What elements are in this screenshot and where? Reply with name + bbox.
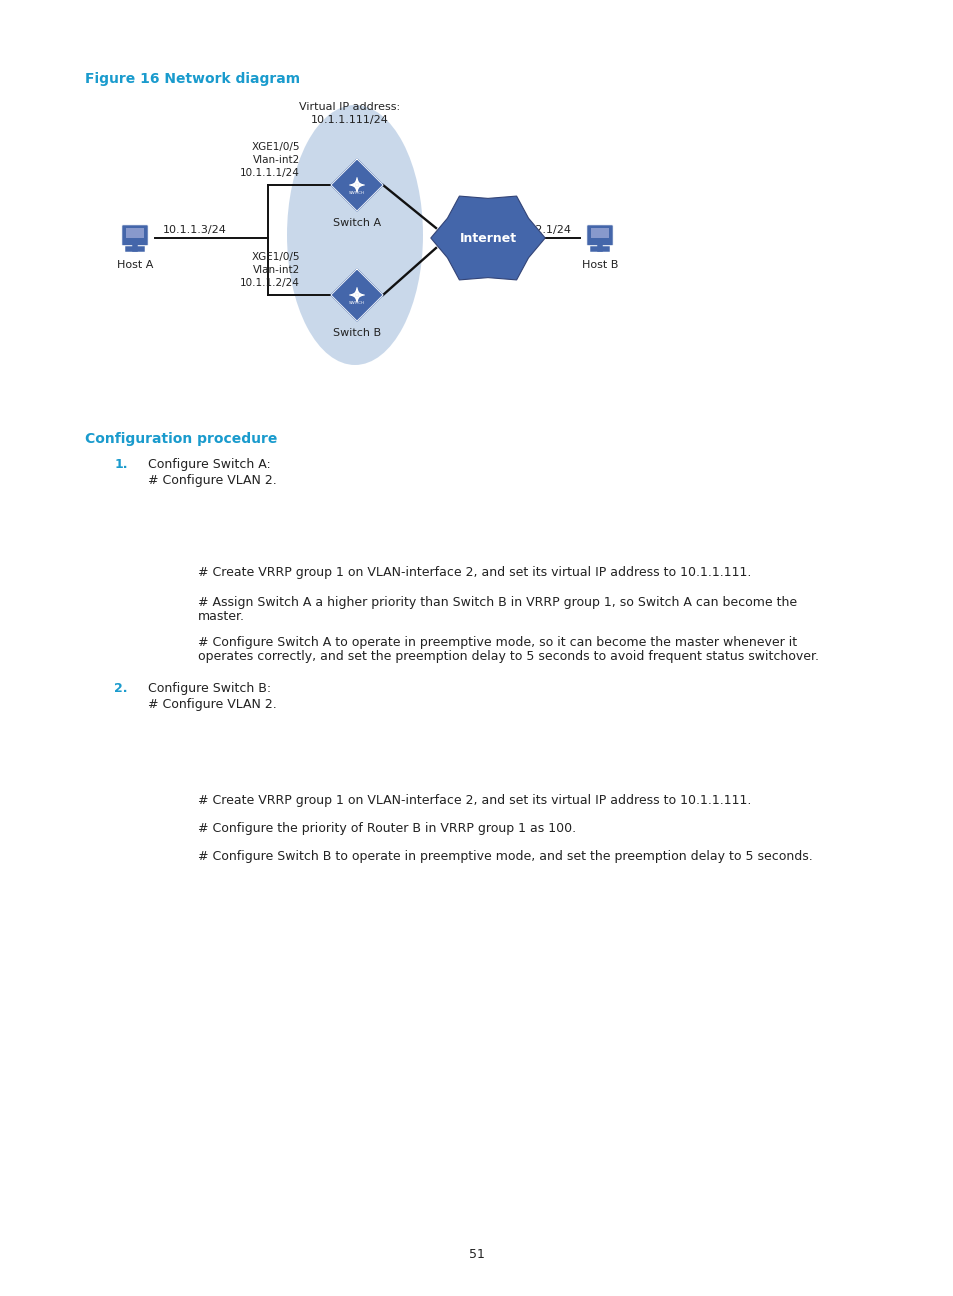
- Text: Switch B: Switch B: [333, 328, 380, 338]
- Polygon shape: [431, 196, 544, 280]
- Text: 10.1.1.3/24: 10.1.1.3/24: [163, 226, 227, 235]
- Text: XGE1/0/5
Vlan-int2
10.1.1.1/24: XGE1/0/5 Vlan-int2 10.1.1.1/24: [240, 141, 299, 179]
- Text: 2.: 2.: [114, 682, 128, 695]
- Text: # Configure Switch B to operate in preemptive mode, and set the preemption delay: # Configure Switch B to operate in preem…: [198, 850, 812, 863]
- Text: # Configure VLAN 2.: # Configure VLAN 2.: [148, 699, 276, 712]
- Text: Virtual IP address:
10.1.1.111/24: Virtual IP address: 10.1.1.111/24: [299, 102, 400, 126]
- Text: Configuration procedure: Configuration procedure: [85, 432, 277, 446]
- Text: # Configure VLAN 2.: # Configure VLAN 2.: [148, 474, 276, 487]
- Text: SWITCH: SWITCH: [349, 301, 365, 305]
- Text: Host B: Host B: [581, 260, 618, 270]
- Text: # Configure the priority of Router B in VRRP group 1 as 100.: # Configure the priority of Router B in …: [198, 822, 576, 835]
- FancyBboxPatch shape: [586, 226, 613, 246]
- Bar: [126, 228, 144, 238]
- Text: Configure Switch B:: Configure Switch B:: [148, 682, 271, 695]
- Ellipse shape: [287, 105, 422, 365]
- Text: XGE1/0/5
Vlan-int2
10.1.1.2/24: XGE1/0/5 Vlan-int2 10.1.1.2/24: [240, 251, 299, 288]
- Text: master.: master.: [198, 610, 245, 623]
- Text: 1.: 1.: [114, 457, 128, 470]
- Text: # Create VRRP group 1 on VLAN-interface 2, and set its virtual IP address to 10.: # Create VRRP group 1 on VLAN-interface …: [198, 794, 751, 807]
- Text: # Configure Switch A to operate in preemptive mode, so it can become the master : # Configure Switch A to operate in preem…: [198, 636, 797, 649]
- Text: 51: 51: [469, 1248, 484, 1261]
- Text: Configure Switch A:: Configure Switch A:: [148, 457, 271, 470]
- Polygon shape: [331, 159, 382, 211]
- Text: # Assign Switch A a higher priority than Switch B in VRRP group 1, so Switch A c: # Assign Switch A a higher priority than…: [198, 596, 797, 609]
- Text: SWITCH: SWITCH: [349, 191, 365, 194]
- Text: Figure 16 Network diagram: Figure 16 Network diagram: [85, 73, 300, 86]
- Text: Switch A: Switch A: [333, 218, 380, 228]
- Text: Internet: Internet: [459, 232, 516, 245]
- Text: 10.1.2.1/24: 10.1.2.1/24: [507, 226, 572, 235]
- Bar: [591, 228, 608, 238]
- Text: # Create VRRP group 1 on VLAN-interface 2, and set its virtual IP address to 10.: # Create VRRP group 1 on VLAN-interface …: [198, 566, 751, 579]
- Polygon shape: [331, 270, 382, 321]
- Text: Host A: Host A: [116, 260, 153, 270]
- FancyBboxPatch shape: [122, 226, 148, 246]
- Text: operates correctly, and set the preemption delay to 5 seconds to avoid frequent : operates correctly, and set the preempti…: [198, 651, 818, 664]
